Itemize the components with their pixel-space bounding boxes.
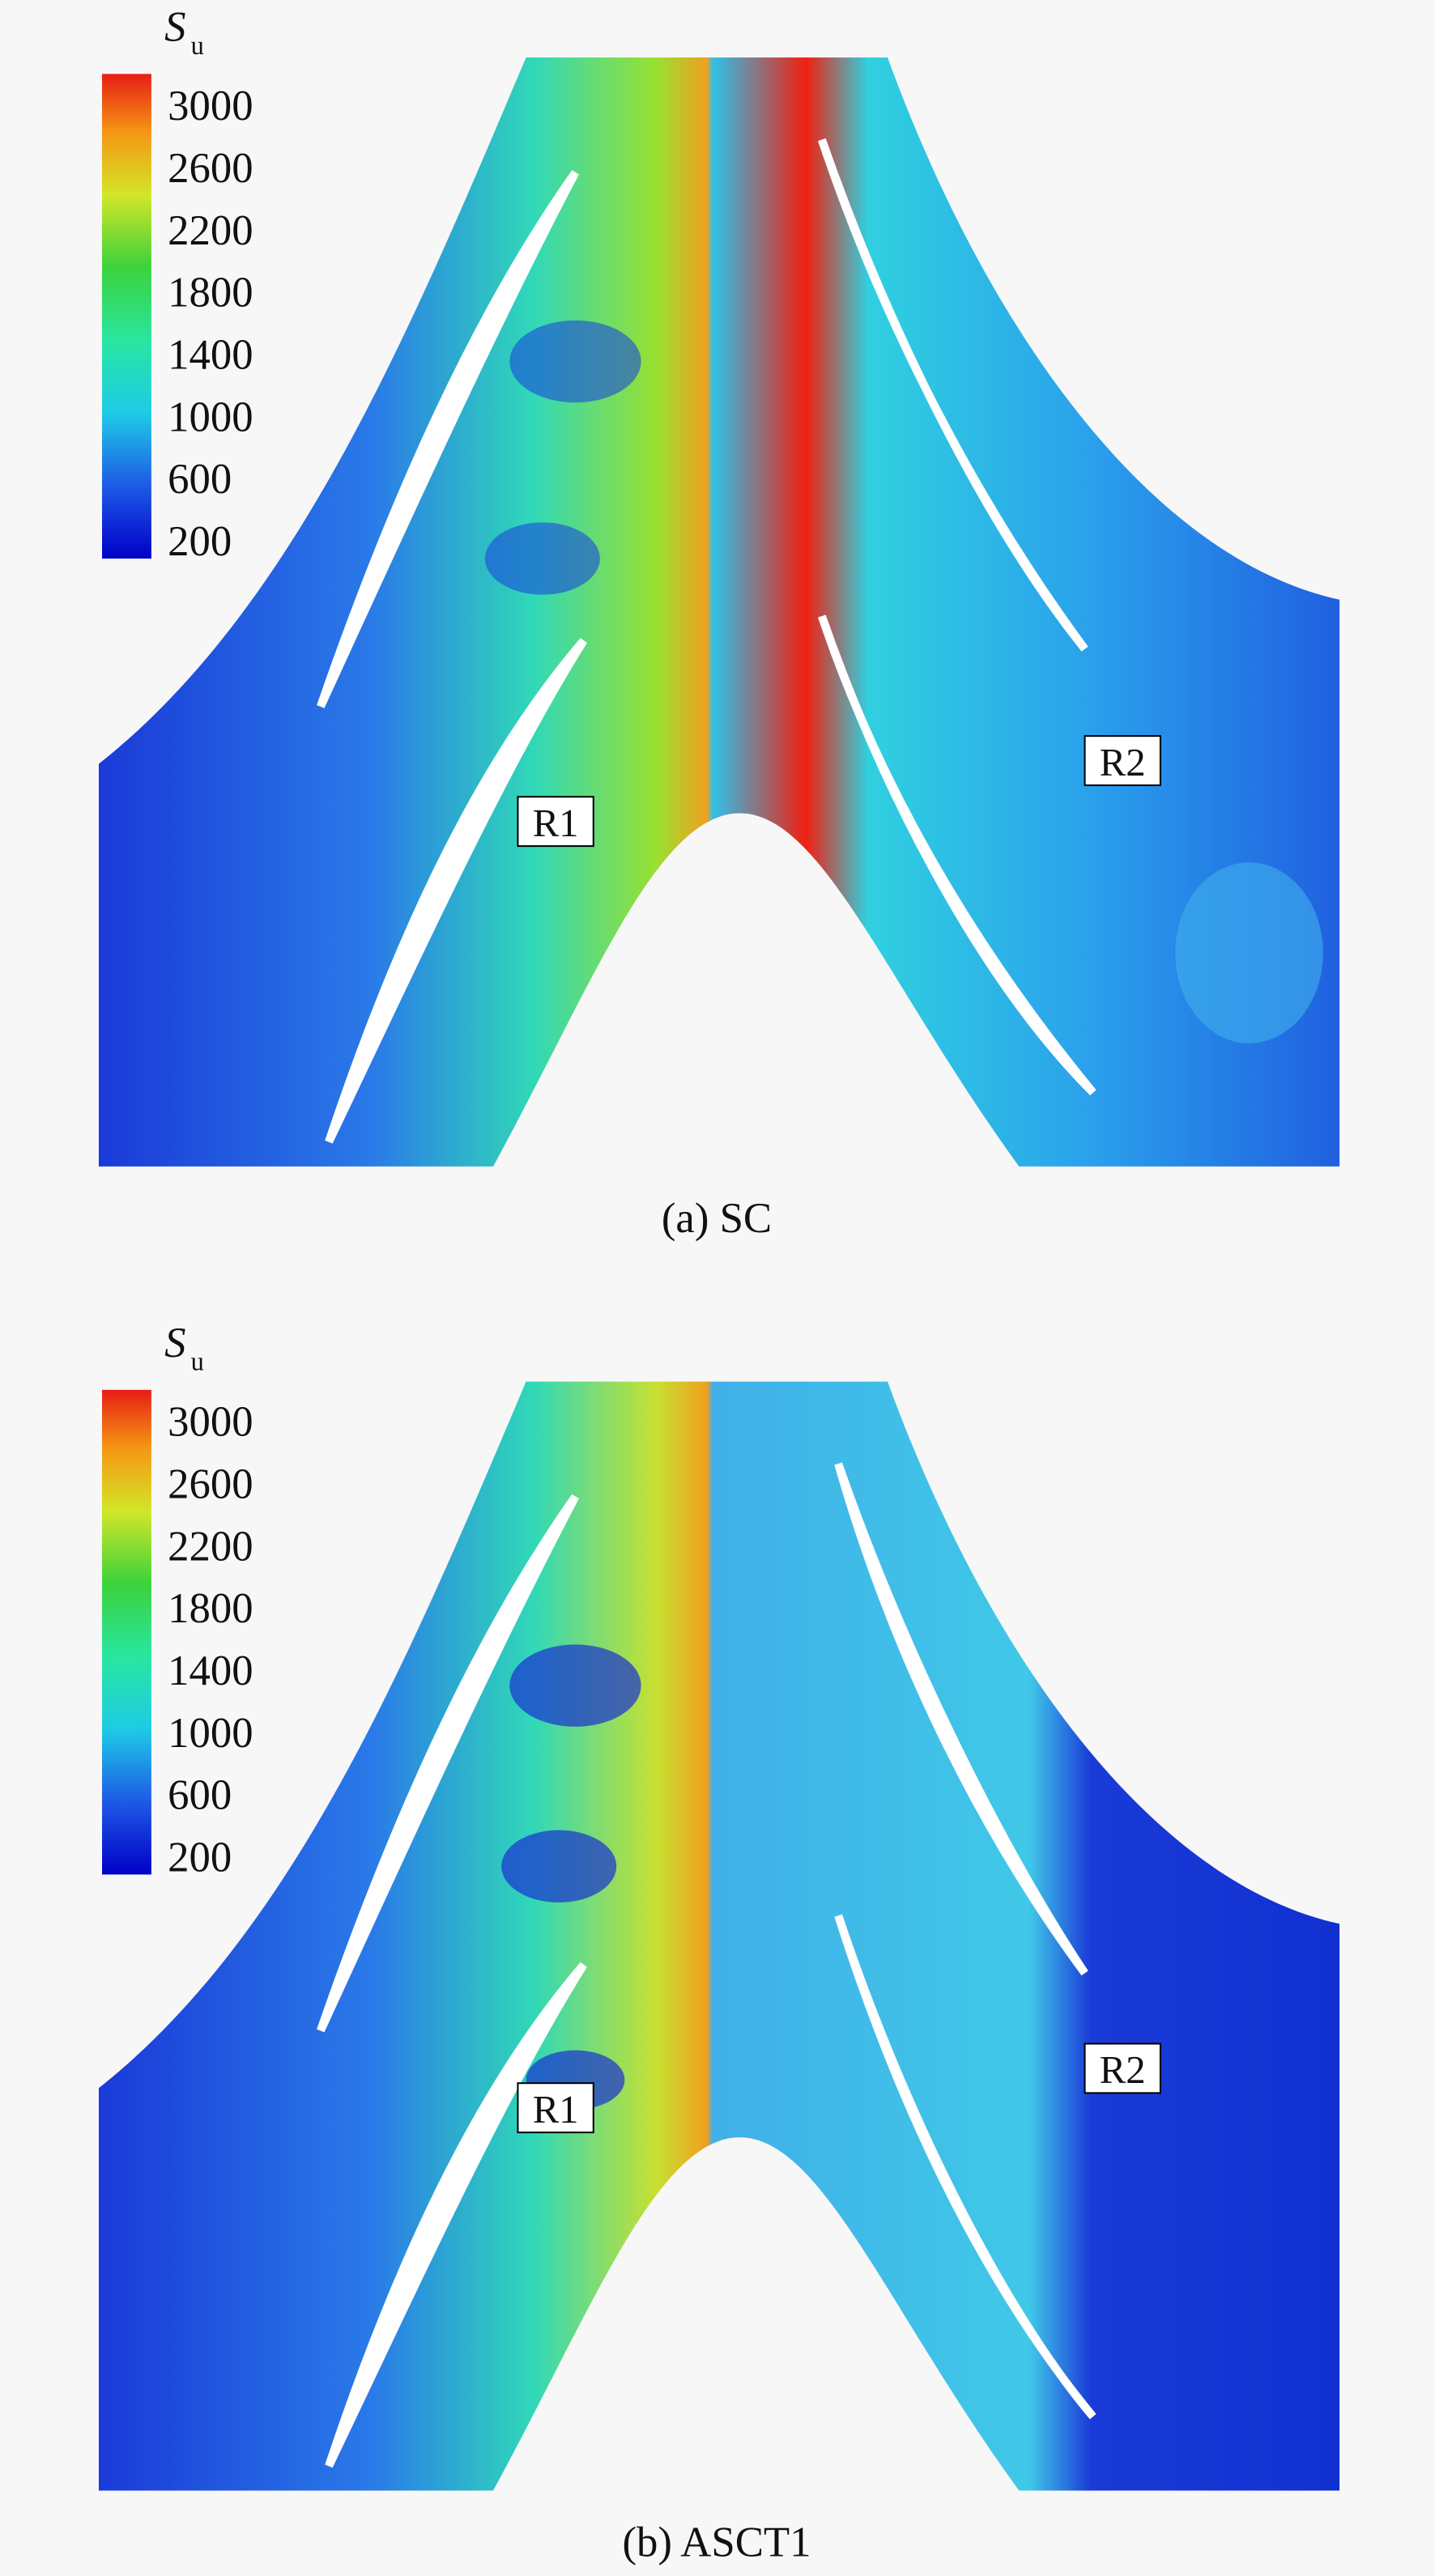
colorbar-tick-label: 3000	[168, 1399, 253, 1446]
colorbar-tick-label: 2200	[168, 1523, 253, 1570]
contour-blob	[501, 1830, 617, 1902]
colorbar-tick-label: 200	[168, 1834, 232, 1881]
colorbar-title: S	[164, 1320, 185, 1367]
colorbar-tick-label: 1400	[168, 331, 253, 378]
region-label: R2	[1100, 2048, 1146, 2092]
colorbar-tick-label: 600	[168, 456, 232, 503]
blade	[325, 638, 587, 1144]
label-box	[1084, 2043, 1161, 2094]
colorbar-tick-label: 1800	[168, 270, 253, 317]
colorbar-tick-label: 600	[168, 1772, 232, 1819]
colorbar-tick-label: 1000	[168, 393, 253, 440]
flow-domain	[98, 1381, 1340, 2491]
colorbar-title: S	[164, 4, 185, 51]
blade	[834, 1462, 1088, 1976]
colorbar	[102, 1389, 151, 1875]
region-label: R2	[1100, 741, 1146, 784]
blade	[818, 138, 1088, 652]
contour-blob	[509, 1644, 641, 1727]
blade	[317, 1494, 579, 2033]
blade	[818, 614, 1096, 1096]
colorbar-title-subscript: u	[191, 1347, 204, 1376]
caption: (a) SC	[662, 1195, 772, 1242]
colorbar	[102, 74, 151, 559]
colorbar-tick-label: 1400	[168, 1647, 253, 1694]
colorbar-tick-label: 1800	[168, 1585, 253, 1632]
contour-blob	[1175, 862, 1323, 1044]
colorbar-tick-label: 1000	[168, 1710, 253, 1757]
colorbar-tick-label: 2200	[168, 207, 253, 254]
contour-blob	[484, 522, 600, 595]
label-box	[517, 796, 594, 848]
blade	[317, 170, 579, 708]
flow-domain	[98, 57, 1340, 1167]
colorbar-tick-label: 200	[168, 518, 232, 565]
caption: (b) ASCT1	[622, 2519, 811, 2566]
label-box	[517, 2082, 594, 2134]
colorbar-tick-label: 2600	[168, 1460, 253, 1507]
blade	[325, 1962, 587, 2468]
contour-blob	[509, 320, 641, 403]
colorbar-tick-label: 2600	[168, 145, 253, 192]
colorbar-title-subscript: u	[191, 32, 204, 61]
label-box	[1084, 735, 1161, 787]
colorbar-tick-label: 3000	[168, 83, 253, 130]
region-label: R1	[533, 2088, 579, 2132]
region-label: R1	[533, 801, 579, 845]
blade	[834, 1914, 1096, 2420]
